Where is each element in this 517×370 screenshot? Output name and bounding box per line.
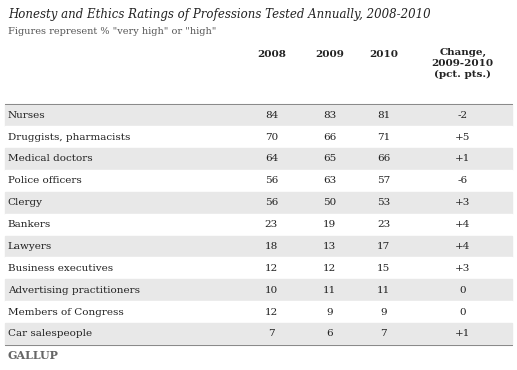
Text: 65: 65 bbox=[323, 155, 337, 164]
Text: Nurses: Nurses bbox=[8, 111, 45, 120]
Text: 15: 15 bbox=[377, 264, 390, 273]
Text: 10: 10 bbox=[265, 286, 278, 295]
Bar bbox=[5, 213, 512, 236]
Text: 19: 19 bbox=[323, 220, 337, 229]
Text: 11: 11 bbox=[377, 286, 390, 295]
Text: 13: 13 bbox=[323, 242, 337, 251]
Text: Advertising practitioners: Advertising practitioners bbox=[8, 286, 140, 295]
Text: Bankers: Bankers bbox=[8, 220, 51, 229]
Bar bbox=[5, 148, 512, 170]
Text: GALLUP: GALLUP bbox=[8, 350, 58, 361]
Text: Druggists, pharmacists: Druggists, pharmacists bbox=[8, 132, 130, 142]
Text: 50: 50 bbox=[323, 198, 337, 207]
Text: 9: 9 bbox=[381, 307, 387, 317]
Text: +3: +3 bbox=[455, 264, 470, 273]
Bar bbox=[5, 170, 512, 192]
Text: 63: 63 bbox=[323, 176, 337, 185]
Text: +5: +5 bbox=[455, 132, 470, 142]
Bar bbox=[5, 236, 512, 258]
Text: 23: 23 bbox=[377, 220, 390, 229]
Text: 57: 57 bbox=[377, 176, 390, 185]
Text: 7: 7 bbox=[268, 329, 275, 339]
Text: 66: 66 bbox=[377, 155, 390, 164]
Text: 6: 6 bbox=[327, 329, 333, 339]
Bar bbox=[5, 301, 512, 323]
Bar bbox=[5, 192, 512, 213]
Text: 64: 64 bbox=[265, 155, 278, 164]
Text: 66: 66 bbox=[323, 132, 337, 142]
Text: 17: 17 bbox=[377, 242, 390, 251]
Text: -2: -2 bbox=[458, 111, 468, 120]
Text: +1: +1 bbox=[455, 155, 470, 164]
Bar bbox=[5, 258, 512, 279]
Text: 56: 56 bbox=[265, 176, 278, 185]
Text: Honesty and Ethics Ratings of Professions Tested Annually, 2008-2010: Honesty and Ethics Ratings of Profession… bbox=[8, 8, 430, 21]
Text: 53: 53 bbox=[377, 198, 390, 207]
Text: 83: 83 bbox=[323, 111, 337, 120]
Text: Medical doctors: Medical doctors bbox=[8, 155, 93, 164]
Text: 2008: 2008 bbox=[257, 50, 286, 59]
Text: 12: 12 bbox=[323, 264, 337, 273]
Text: -6: -6 bbox=[458, 176, 468, 185]
Text: +4: +4 bbox=[455, 220, 470, 229]
Text: +3: +3 bbox=[455, 198, 470, 207]
Text: 11: 11 bbox=[323, 286, 337, 295]
Text: 2009: 2009 bbox=[315, 50, 344, 59]
Text: Clergy: Clergy bbox=[8, 198, 43, 207]
Text: 7: 7 bbox=[381, 329, 387, 339]
Text: 2010: 2010 bbox=[369, 50, 398, 59]
Text: 84: 84 bbox=[265, 111, 278, 120]
Text: 23: 23 bbox=[265, 220, 278, 229]
Text: 18: 18 bbox=[265, 242, 278, 251]
Text: +4: +4 bbox=[455, 242, 470, 251]
Text: Members of Congress: Members of Congress bbox=[8, 307, 124, 317]
Text: Car salespeople: Car salespeople bbox=[8, 329, 92, 339]
Text: Business executives: Business executives bbox=[8, 264, 113, 273]
Text: +1: +1 bbox=[455, 329, 470, 339]
Text: 71: 71 bbox=[377, 132, 390, 142]
Text: Figures represent % "very high" or "high": Figures represent % "very high" or "high… bbox=[8, 27, 216, 36]
Bar bbox=[5, 279, 512, 301]
Text: 0: 0 bbox=[460, 307, 466, 317]
Text: Change,
2009-2010
(pct. pts.): Change, 2009-2010 (pct. pts.) bbox=[432, 48, 494, 79]
Text: 81: 81 bbox=[377, 111, 390, 120]
Bar bbox=[5, 104, 512, 126]
Text: 56: 56 bbox=[265, 198, 278, 207]
Text: Police officers: Police officers bbox=[8, 176, 82, 185]
Text: Lawyers: Lawyers bbox=[8, 242, 52, 251]
Text: 0: 0 bbox=[460, 286, 466, 295]
Bar bbox=[5, 126, 512, 148]
Text: 12: 12 bbox=[265, 307, 278, 317]
Bar bbox=[5, 323, 512, 345]
Text: 70: 70 bbox=[265, 132, 278, 142]
Text: 12: 12 bbox=[265, 264, 278, 273]
Text: 9: 9 bbox=[327, 307, 333, 317]
